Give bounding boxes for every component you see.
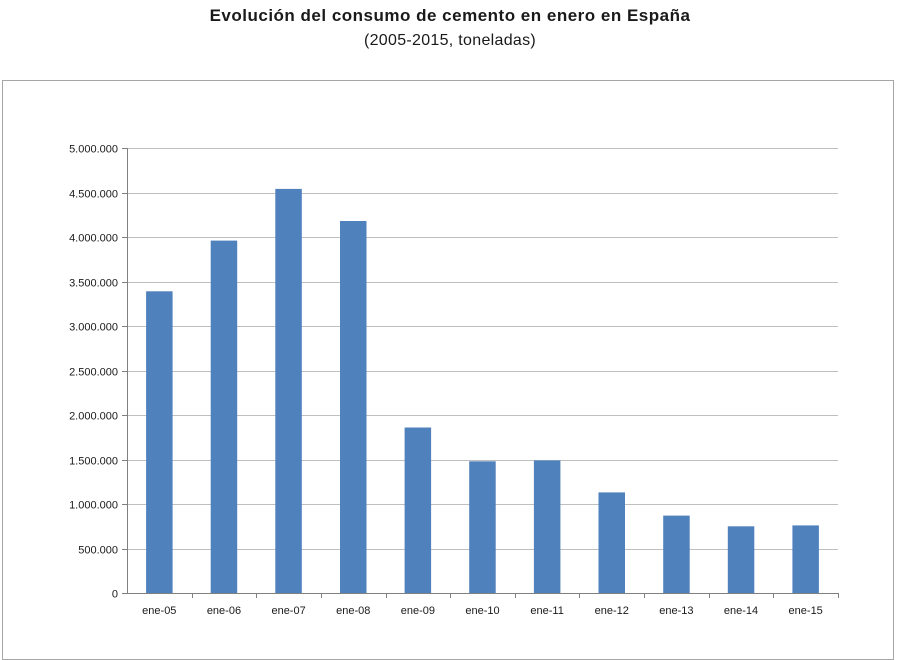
x-tick-label: ene-11: [530, 605, 563, 617]
x-tick-label: ene-05: [142, 605, 176, 617]
y-tick-label: 5.000.000: [69, 144, 118, 156]
axes: [122, 148, 839, 598]
chart-subtitle: (2005-2015, toneladas): [363, 32, 537, 49]
y-tick-label: 1.000.000: [69, 500, 118, 512]
y-tick-label: 500.000: [78, 545, 118, 557]
bar: [404, 427, 432, 593]
x-tick-label: ene-09: [401, 605, 435, 617]
x-tick-label: ene-07: [271, 605, 305, 617]
bar: [210, 240, 238, 593]
x-tick-label: ene-10: [465, 605, 499, 617]
y-tick-label: 2.000.000: [69, 411, 118, 423]
y-tick-labels: 0 500.000 1.000.000 1.500.000 2.000.000 2.500…: [69, 144, 118, 601]
x-tick-label: ene-08: [336, 605, 370, 617]
x-tick-label: ene-14: [724, 605, 758, 617]
x-tick-label: ene-12: [595, 605, 629, 617]
bar: [275, 188, 302, 593]
y-tick-label: 1.500.000: [69, 456, 118, 468]
bar: [727, 526, 755, 594]
bar: [533, 460, 561, 593]
y-tick-label: 4.000.000: [69, 233, 118, 245]
y-tick-label: 2.500.000: [69, 367, 118, 379]
chart-title: Evolución del consumo de cemento en ener…: [209, 6, 691, 25]
x-tick-labels: ene-05 ene-06 ene-07 ene-08 ene-09 ene-10 ene-…: [142, 605, 823, 617]
bar: [469, 461, 496, 593]
y-tick-label: 4.500.000: [69, 189, 118, 201]
bar: [598, 492, 625, 593]
bar: [146, 291, 173, 593]
x-tick-label: ene-06: [207, 605, 241, 617]
x-tick-label: ene-13: [659, 605, 693, 617]
bar: [792, 525, 819, 593]
y-tick-label: 3.000.000: [69, 322, 118, 334]
bar: [663, 515, 690, 593]
y-tick-label: 0: [112, 589, 118, 601]
x-tick-label: ene-15: [789, 605, 823, 617]
bar: [340, 221, 367, 593]
y-tick-label: 3.500.000: [69, 278, 118, 290]
bars: [146, 188, 819, 594]
